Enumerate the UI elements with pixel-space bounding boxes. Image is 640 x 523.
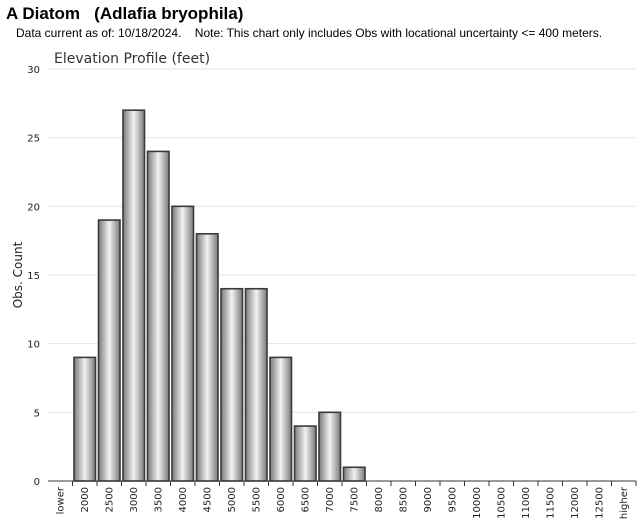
y-axis-title: Obs. Count (11, 241, 25, 308)
x-tick-label: 9500 (447, 487, 458, 512)
y-tick-label: 25 (27, 134, 40, 145)
bar-2500 (97, 219, 121, 482)
bar-6500 (293, 425, 317, 482)
x-tick-label: lower (55, 486, 66, 514)
x-tick-label: 2500 (104, 487, 115, 512)
x-tick-label: 4500 (202, 487, 213, 512)
data-note: Data current as of: 10/18/2024. Note: Th… (16, 26, 603, 40)
x-tick-label: 5000 (227, 487, 238, 512)
bar-4000 (171, 205, 195, 482)
x-tick-label: 8500 (398, 487, 409, 512)
x-tick-label: 11000 (521, 487, 532, 519)
x-tick-label: 5500 (251, 487, 262, 512)
x-tick-label: 3000 (129, 487, 140, 512)
y-tick-label: 15 (27, 271, 40, 282)
x-tick-label: 6000 (276, 487, 287, 512)
bar-2000 (73, 356, 97, 482)
bar-3000 (122, 109, 146, 482)
axes: 0 5 10 15 20 25 30 lower 2000 2500 3000 3500 4000 450… (27, 65, 637, 519)
x-tick-label: 11500 (545, 487, 556, 519)
bar-5500 (244, 287, 268, 482)
x-tick-label: 3500 (153, 487, 164, 512)
x-tick-label: 9000 (423, 487, 434, 512)
x-tick-label: 8000 (374, 487, 385, 512)
x-tick-label: 7000 (325, 487, 336, 512)
y-tick-label: 10 (27, 340, 40, 351)
bar-7000 (318, 411, 342, 482)
y-tick-label: 20 (27, 202, 40, 213)
page-title: A Diatom (Adlafia bryophila) (6, 4, 244, 23)
bar-6000 (269, 356, 293, 482)
grid-lines (48, 68, 636, 413)
x-tick-label: 12000 (570, 487, 581, 519)
x-tick-label: 10500 (496, 487, 507, 519)
x-tick-label: 7500 (349, 487, 360, 512)
x-tick-label: 12500 (594, 487, 605, 519)
x-tick-label: 10000 (472, 487, 483, 519)
y-tick-label: 5 (34, 408, 40, 419)
bar-4500 (195, 233, 219, 482)
bar-7500 (342, 466, 366, 482)
y-tick-label: 0 (34, 477, 40, 488)
x-tick-label: 2000 (80, 487, 91, 512)
chart-title: Elevation Profile (feet) (54, 51, 210, 67)
x-tick-label: 4000 (178, 487, 189, 512)
bar-3500 (146, 150, 170, 482)
x-tick-label: 6500 (300, 487, 311, 512)
y-tick-label: 30 (27, 65, 40, 76)
bar-5000 (220, 287, 244, 482)
bars (73, 109, 366, 482)
x-tick-label: higher (619, 486, 630, 519)
